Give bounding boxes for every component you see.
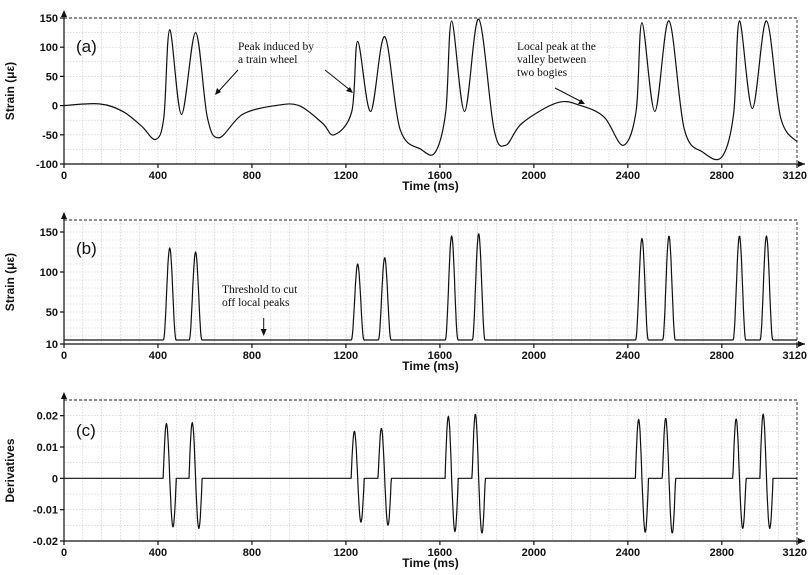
y-tick-label: 100 [40, 42, 58, 54]
y-tick-label: 150 [40, 13, 58, 25]
panel-label: (c) [76, 421, 96, 440]
y-tick-label: 0.02 [37, 411, 58, 423]
annotation-arrow [554, 87, 583, 103]
y-tick-label: 50 [46, 71, 58, 83]
x-axis-label: Time (ms) [402, 359, 458, 373]
grid [64, 17, 797, 165]
x-tick-label: 2800 [710, 170, 734, 182]
x-tick-label: 3120 [783, 547, 807, 559]
x-tick-label: 400 [149, 547, 167, 559]
x-tick-label: 800 [243, 350, 261, 362]
annotation-arrowhead [346, 87, 353, 93]
annotation-arrow [324, 69, 351, 91]
y-tick-label: 0 [52, 473, 58, 485]
series-line [63, 18, 798, 161]
panel-a: 0 400 800 1200 1600 2000 2400 2800 3120 -100 -50 0 5… [3, 10, 807, 193]
y-tick-label: 0.01 [37, 442, 58, 454]
series-line [63, 413, 798, 534]
y-tick-label: 100 [40, 267, 58, 279]
x-tick-label: 1200 [334, 547, 358, 559]
x-tick-label: 3120 [783, 170, 807, 182]
annotation-arrowhead [578, 99, 585, 104]
y-axis-arrow [61, 212, 67, 219]
x-tick-label: 1600 [428, 170, 452, 182]
x-tick-label: 1600 [428, 350, 452, 362]
y-tick-label: 0 [52, 101, 58, 113]
panel-label: (b) [76, 239, 97, 258]
x-tick-label: 0 [61, 547, 67, 559]
annotation-arrow [217, 69, 239, 93]
series-line [63, 233, 798, 341]
plot-frame [64, 17, 798, 164]
y-tick-label: -50 [42, 130, 58, 142]
x-tick-label: 2000 [522, 547, 546, 559]
plot-frame [64, 219, 798, 344]
y-axis-label: Strain (με) [3, 62, 17, 120]
annotation-text: Peak induced by [238, 41, 314, 53]
plot-frame [64, 399, 798, 541]
panel-label: (a) [76, 37, 97, 56]
x-tick-label: 1200 [334, 350, 358, 362]
y-axis-arrow [61, 392, 67, 399]
panel-b: 0 400 800 1200 1600 2000 2400 2800 3120 10 50 100 15… [3, 212, 807, 373]
annotation-text: Local peak at the [517, 41, 596, 53]
x-tick-label: 0 [61, 350, 67, 362]
x-axis-arrow [798, 538, 805, 544]
y-axis-label: Derivatives [3, 438, 17, 502]
y-tick-label: 150 [40, 227, 58, 239]
annotation-text: off local peaks [222, 297, 290, 309]
x-tick-label: 2400 [616, 547, 640, 559]
x-tick-label: 2400 [616, 350, 640, 362]
x-tick-label: 0 [61, 170, 67, 182]
x-tick-label: 2800 [710, 350, 734, 362]
x-tick-label: 2800 [710, 547, 734, 559]
x-tick-label: 3120 [783, 350, 807, 362]
annotation-arrowhead [260, 329, 267, 336]
panel-c: 0 400 800 1200 1600 2000 2400 2800 3120 -0.02 -0.0… [3, 392, 807, 570]
annotation: Peak induced bya train wheel [215, 41, 353, 95]
annotation-text: valley between [517, 54, 587, 66]
annotation-text: a train wheel [238, 54, 297, 66]
y-tick-label: 10 [46, 339, 58, 351]
x-tick-label: 2000 [522, 350, 546, 362]
x-tick-label: 1600 [428, 547, 452, 559]
annotation-arrowhead [215, 88, 221, 95]
x-axis-label: Time (ms) [402, 556, 458, 570]
x-axis-label: Time (ms) [402, 179, 458, 193]
y-tick-label: -0.02 [33, 536, 58, 548]
annotation-text: Threshold to cut [222, 284, 298, 296]
y-axis-arrow [61, 10, 67, 17]
x-tick-label: 1200 [334, 170, 358, 182]
x-tick-label: 2000 [522, 170, 546, 182]
x-tick-label: 2400 [616, 170, 640, 182]
x-tick-label: 400 [149, 350, 167, 362]
x-tick-label: 800 [243, 170, 261, 182]
x-tick-label: 400 [149, 170, 167, 182]
x-axis-arrow [798, 341, 805, 347]
y-tick-label: -100 [36, 159, 58, 171]
y-tick-label: -0.01 [33, 505, 58, 517]
x-axis-arrow [798, 161, 805, 167]
y-axis-label: Strain (με) [3, 253, 17, 311]
y-tick-label: 50 [46, 307, 58, 319]
x-tick-label: 800 [243, 547, 261, 559]
annotation-text: two bogies [517, 67, 568, 79]
